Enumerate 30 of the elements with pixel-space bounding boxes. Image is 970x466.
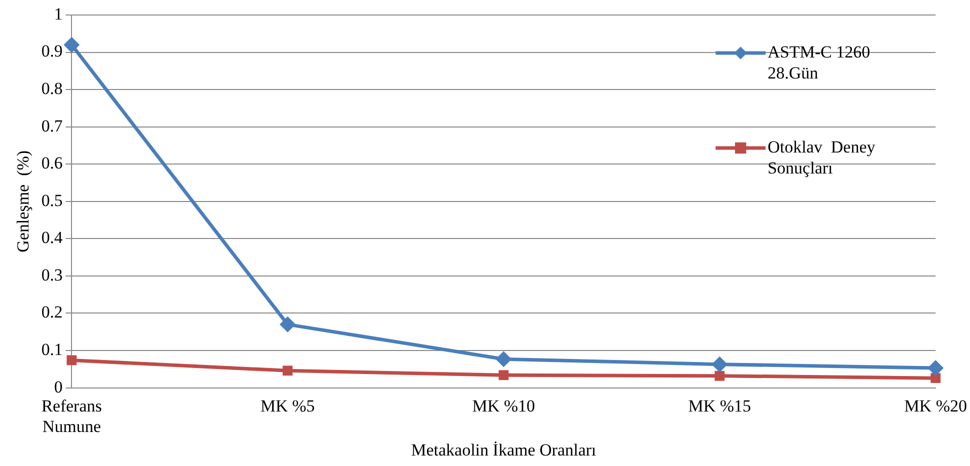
point [714, 370, 725, 381]
x-tick-label: MK %20 [904, 396, 968, 416]
point [928, 360, 944, 376]
x-tick-label: MK %15 [688, 396, 752, 416]
y-tick-label: 0.1 [41, 340, 63, 359]
legend-label: ASTM-C 1260 28.Gün [768, 42, 870, 82]
y-tick-label: 0.7 [41, 116, 64, 136]
point [66, 355, 77, 366]
y-tick-label: 0.8 [41, 79, 63, 98]
y-tick-label: 1 [54, 4, 63, 24]
y-tick-label: 0.4 [41, 228, 64, 248]
point [280, 316, 296, 332]
y-axis-title: Genleşme (%) [14, 150, 33, 252]
y-tick-label: 0.9 [41, 42, 63, 61]
y-tick-label: 0.6 [41, 154, 63, 173]
x-tick-label: MK %5 [260, 396, 315, 416]
point [498, 370, 509, 380]
point [712, 356, 728, 372]
point [64, 36, 80, 53]
y-tick-label: 0.5 [41, 190, 63, 210]
y-tick-label: 0.3 [41, 265, 63, 284]
point [930, 373, 941, 384]
point [282, 366, 293, 376]
x-tick-label: Referans Numune [41, 396, 102, 436]
x-axis-title: Metakaolin İkame Oranları [411, 440, 596, 460]
legend-label: Otoklav Deney Sonuçları [768, 137, 876, 178]
y-tick-label: 0.2 [41, 302, 63, 322]
x-tick-label: MK %10 [472, 396, 536, 416]
y-tick-label: 0 [54, 377, 63, 396]
point [496, 351, 512, 368]
